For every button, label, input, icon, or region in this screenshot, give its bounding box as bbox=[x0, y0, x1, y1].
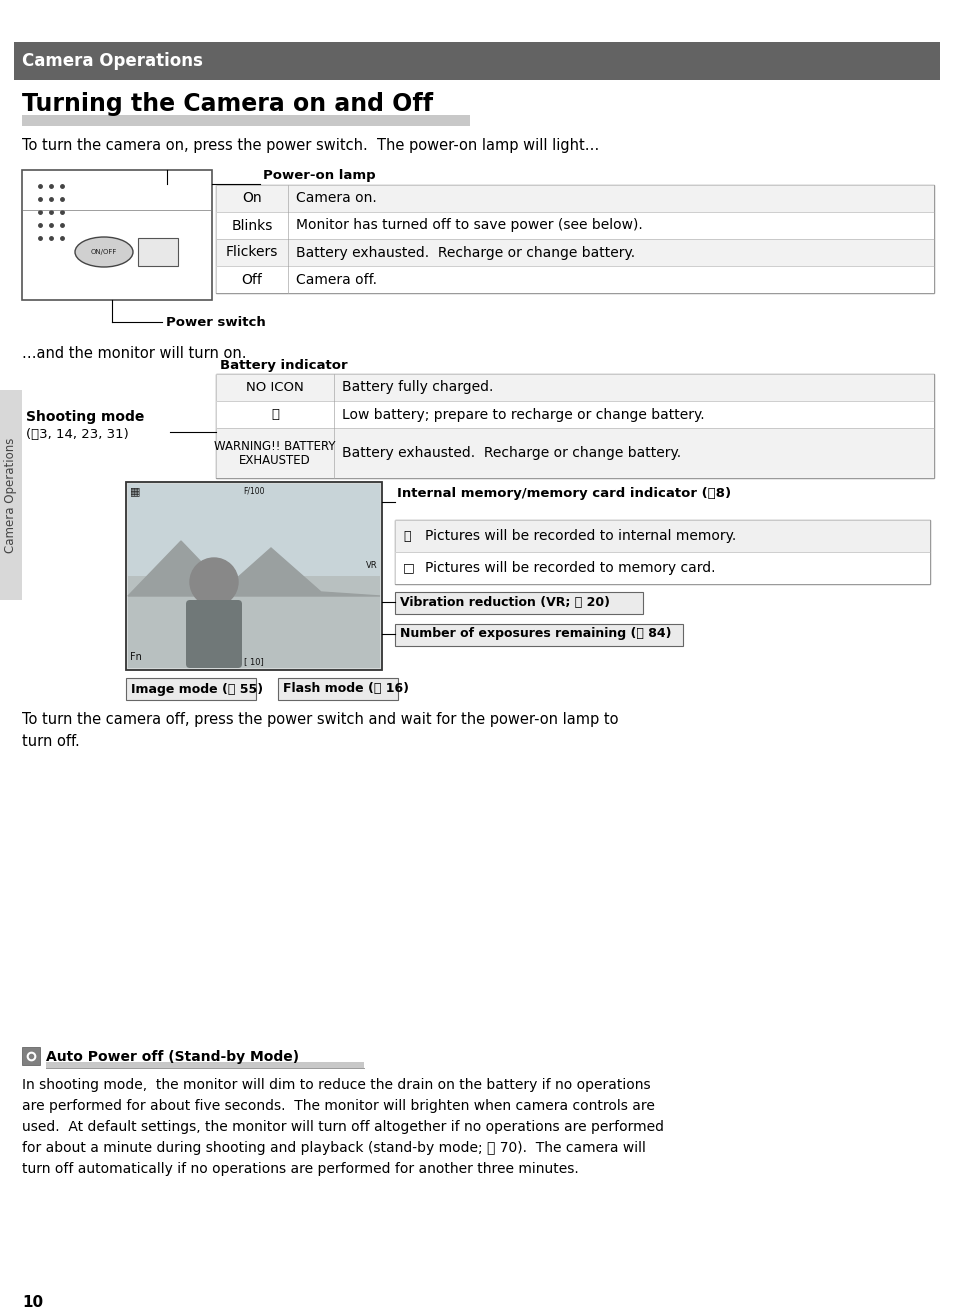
Bar bbox=[128, 576, 379, 668]
Text: Off: Off bbox=[241, 272, 262, 286]
Bar bbox=[14, 42, 939, 80]
Bar bbox=[395, 552, 929, 583]
Bar bbox=[215, 265, 933, 293]
Bar bbox=[128, 484, 379, 578]
Bar bbox=[395, 520, 929, 552]
Text: To turn the camera on, press the power switch.  The power-on lamp will light…: To turn the camera on, press the power s… bbox=[22, 138, 598, 152]
Text: ⎓: ⎓ bbox=[271, 409, 278, 420]
Bar bbox=[22, 116, 470, 126]
Bar bbox=[277, 678, 397, 700]
Text: Flickers: Flickers bbox=[226, 246, 278, 259]
Text: Monitor has turned off to save power (see below).: Monitor has turned off to save power (se… bbox=[295, 218, 642, 233]
Text: for about a minute during shooting and playback (stand-by mode; ⑸ 70).  The came: for about a minute during shooting and p… bbox=[22, 1141, 645, 1155]
Text: F/100: F/100 bbox=[243, 486, 265, 495]
Bar bbox=[395, 520, 929, 552]
Bar bbox=[395, 552, 929, 583]
Bar bbox=[138, 238, 178, 265]
Bar bbox=[215, 374, 933, 401]
Text: ON/OFF: ON/OFF bbox=[91, 248, 117, 255]
Bar bbox=[395, 520, 929, 583]
Text: Battery fully charged.: Battery fully charged. bbox=[341, 381, 493, 394]
Text: Flash mode (⑸ 16): Flash mode (⑸ 16) bbox=[283, 682, 409, 695]
Text: To turn the camera off, press the power switch and wait for the power-on lamp to: To turn the camera off, press the power … bbox=[22, 712, 618, 727]
Text: Vibration reduction (VR; ⑸ 20): Vibration reduction (VR; ⑸ 20) bbox=[399, 595, 609, 608]
Text: Turning the Camera on and Off: Turning the Camera on and Off bbox=[22, 92, 433, 116]
Ellipse shape bbox=[75, 237, 132, 267]
Bar bbox=[215, 374, 933, 401]
Bar bbox=[215, 212, 933, 239]
Text: Battery exhausted.  Recharge or change battery.: Battery exhausted. Recharge or change ba… bbox=[295, 246, 635, 259]
Text: Camera off.: Camera off. bbox=[295, 272, 376, 286]
Text: Power switch: Power switch bbox=[166, 315, 266, 328]
Text: Image mode (⑸ 55): Image mode (⑸ 55) bbox=[131, 682, 263, 695]
Bar bbox=[395, 624, 682, 646]
Text: Battery indicator: Battery indicator bbox=[220, 359, 347, 372]
Bar bbox=[0, 390, 22, 600]
Bar bbox=[215, 428, 933, 478]
Text: 10: 10 bbox=[22, 1296, 43, 1310]
Bar bbox=[215, 212, 933, 239]
Text: Battery exhausted.  Recharge or change battery.: Battery exhausted. Recharge or change ba… bbox=[341, 445, 680, 460]
Text: Shooting mode: Shooting mode bbox=[26, 410, 144, 424]
Bar bbox=[126, 482, 381, 670]
Text: Camera Operations: Camera Operations bbox=[5, 438, 17, 553]
Bar bbox=[22, 170, 212, 300]
Bar bbox=[215, 185, 933, 212]
Text: NO ICON: NO ICON bbox=[246, 381, 304, 394]
Text: Camera Operations: Camera Operations bbox=[22, 53, 203, 70]
Bar bbox=[215, 401, 933, 428]
Bar bbox=[395, 593, 642, 614]
Text: turn off.: turn off. bbox=[22, 735, 80, 749]
Text: ▦: ▦ bbox=[130, 486, 140, 495]
Bar bbox=[22, 1047, 40, 1066]
Bar bbox=[215, 374, 933, 478]
Text: (⑸3, 14, 23, 31): (⑸3, 14, 23, 31) bbox=[26, 428, 129, 442]
Text: Auto Power off (Stand-by Mode): Auto Power off (Stand-by Mode) bbox=[46, 1050, 299, 1064]
Polygon shape bbox=[128, 541, 379, 597]
Text: Blinks: Blinks bbox=[231, 218, 273, 233]
Bar bbox=[126, 678, 255, 700]
Bar bbox=[46, 1062, 364, 1068]
Text: …and the monitor will turn on.: …and the monitor will turn on. bbox=[22, 346, 246, 361]
Bar bbox=[215, 265, 933, 293]
Text: Fn: Fn bbox=[130, 652, 142, 662]
Text: ⓻: ⓻ bbox=[402, 530, 410, 543]
Bar bbox=[215, 428, 933, 478]
Circle shape bbox=[190, 558, 237, 606]
Text: Pictures will be recorded to memory card.: Pictures will be recorded to memory card… bbox=[424, 561, 715, 576]
Bar bbox=[215, 401, 933, 428]
Text: □: □ bbox=[402, 561, 415, 574]
Text: Number of exposures remaining (⑸ 84): Number of exposures remaining (⑸ 84) bbox=[399, 628, 671, 640]
Bar bbox=[215, 185, 933, 212]
Text: Camera on.: Camera on. bbox=[295, 192, 376, 205]
Text: In shooting mode,  the monitor will dim to reduce the drain on the battery if no: In shooting mode, the monitor will dim t… bbox=[22, 1077, 650, 1092]
Text: VR: VR bbox=[366, 561, 377, 570]
Text: On: On bbox=[242, 192, 261, 205]
Text: used.  At default settings, the monitor will turn off altogether if no operation: used. At default settings, the monitor w… bbox=[22, 1120, 663, 1134]
Bar bbox=[215, 185, 933, 293]
Text: turn off automatically if no operations are performed for another three minutes.: turn off automatically if no operations … bbox=[22, 1162, 578, 1176]
Text: Pictures will be recorded to internal memory.: Pictures will be recorded to internal me… bbox=[424, 530, 736, 543]
Text: are performed for about five seconds.  The monitor will brighten when camera con: are performed for about five seconds. Th… bbox=[22, 1099, 654, 1113]
Text: EXHAUSTED: EXHAUSTED bbox=[239, 453, 311, 466]
Bar bbox=[215, 239, 933, 265]
Text: Power-on lamp: Power-on lamp bbox=[263, 170, 375, 183]
Text: WARNING!! BATTERY: WARNING!! BATTERY bbox=[214, 439, 335, 452]
Text: Low battery; prepare to recharge or change battery.: Low battery; prepare to recharge or chan… bbox=[341, 407, 704, 422]
Text: [ 10]: [ 10] bbox=[244, 657, 264, 666]
Bar bbox=[215, 239, 933, 265]
Text: Internal memory/memory card indicator (⑸8): Internal memory/memory card indicator (⑸… bbox=[396, 487, 730, 501]
FancyBboxPatch shape bbox=[186, 600, 242, 668]
